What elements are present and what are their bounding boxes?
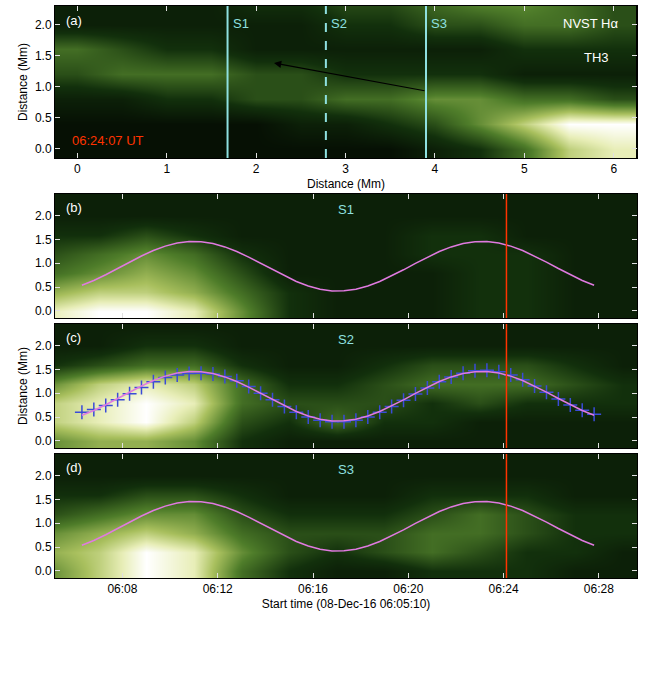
svg-text:2.0: 2.0 — [35, 18, 52, 32]
svg-text:0.0: 0.0 — [35, 142, 52, 156]
svg-text:4: 4 — [432, 162, 439, 176]
svg-text:NVST Hα: NVST Hα — [563, 16, 618, 31]
svg-text:S2: S2 — [338, 332, 354, 347]
svg-text:S1: S1 — [233, 16, 249, 31]
svg-text:1.5: 1.5 — [35, 233, 52, 247]
svg-text:1.5: 1.5 — [35, 493, 52, 507]
svg-text:06:16: 06:16 — [298, 582, 328, 596]
svg-text:3: 3 — [342, 162, 349, 176]
svg-text:0.5: 0.5 — [35, 280, 52, 294]
svg-text:1.0: 1.0 — [35, 256, 52, 270]
svg-text:06:08: 06:08 — [107, 582, 137, 596]
svg-text:(c): (c) — [66, 330, 81, 345]
svg-text:0.0: 0.0 — [35, 564, 52, 578]
svg-text:S2: S2 — [331, 16, 347, 31]
svg-text:2.0: 2.0 — [35, 209, 52, 223]
svg-text:(d): (d) — [66, 460, 82, 475]
svg-text:(b): (b) — [66, 200, 82, 215]
svg-text:0.0: 0.0 — [35, 304, 52, 318]
svg-text:S3: S3 — [338, 462, 354, 477]
svg-text:6: 6 — [610, 162, 617, 176]
svg-text:0.5: 0.5 — [35, 540, 52, 554]
svg-text:Distance (Mm): Distance (Mm) — [307, 177, 385, 191]
svg-text:06:12: 06:12 — [203, 582, 233, 596]
svg-text:2.0: 2.0 — [35, 339, 52, 353]
svg-text:Start time (08-Dec-16 06:05:10: Start time (08-Dec-16 06:05:10) — [262, 597, 431, 611]
svg-text:Distance (Mm): Distance (Mm) — [16, 347, 30, 425]
svg-text:S3: S3 — [431, 16, 447, 31]
svg-text:1.0: 1.0 — [35, 386, 52, 400]
svg-text:06:24:07 UT: 06:24:07 UT — [72, 133, 144, 148]
svg-text:1.5: 1.5 — [35, 49, 52, 63]
svg-text:(a): (a) — [66, 13, 82, 28]
svg-text:1.5: 1.5 — [35, 363, 52, 377]
svg-text:1: 1 — [163, 162, 170, 176]
svg-text:2.0: 2.0 — [35, 469, 52, 483]
svg-text:06:20: 06:20 — [393, 582, 423, 596]
svg-text:0.5: 0.5 — [35, 111, 52, 125]
svg-text:2: 2 — [253, 162, 260, 176]
svg-text:5: 5 — [521, 162, 528, 176]
svg-text:06:24: 06:24 — [489, 582, 519, 596]
svg-text:06:28: 06:28 — [584, 582, 614, 596]
svg-text:TH3: TH3 — [584, 50, 609, 65]
svg-text:1.0: 1.0 — [35, 516, 52, 530]
svg-text:S1: S1 — [338, 202, 354, 217]
svg-text:0: 0 — [74, 162, 81, 176]
svg-text:Distance (Mm): Distance (Mm) — [16, 43, 30, 121]
svg-text:0.5: 0.5 — [35, 410, 52, 424]
svg-text:0.0: 0.0 — [35, 434, 52, 448]
svg-text:1.0: 1.0 — [35, 80, 52, 94]
